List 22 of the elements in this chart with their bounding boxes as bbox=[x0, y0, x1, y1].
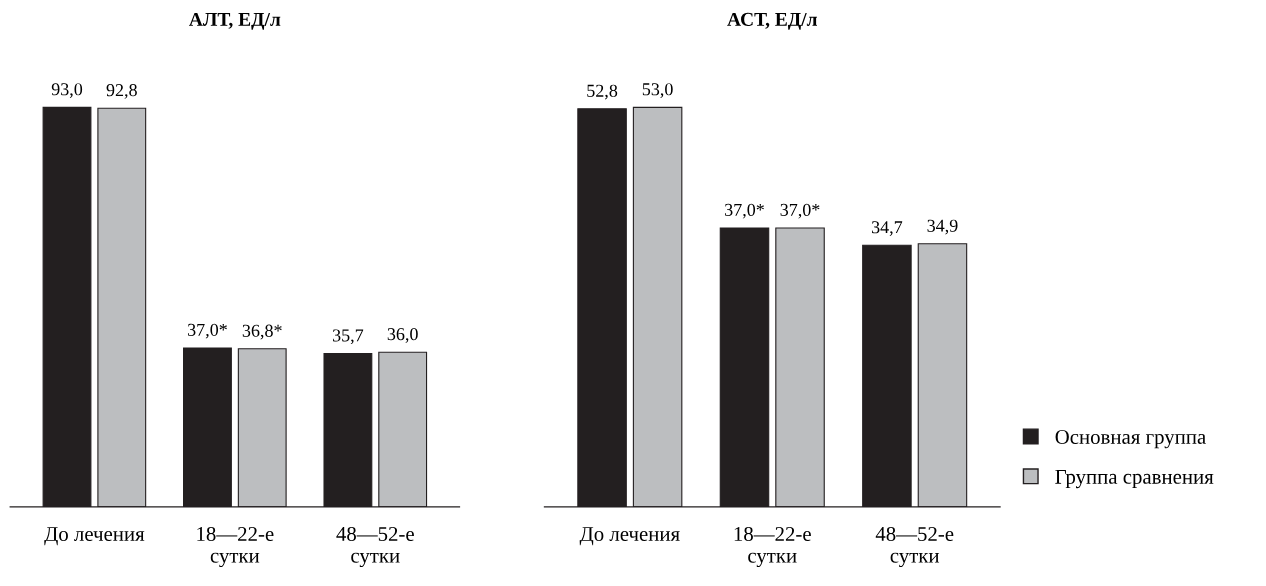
data-label: 52,8 bbox=[587, 84, 618, 100]
x-tick-label: 18—22-е сутки bbox=[734, 526, 811, 568]
x-tick-label: До лечения bbox=[44, 527, 145, 546]
x-tick-label: До лечения bbox=[579, 527, 680, 546]
legend-label: Группа сравнения bbox=[1055, 470, 1214, 489]
data-label: 36,0 bbox=[387, 328, 418, 343]
data-label: 35,7 bbox=[332, 329, 364, 345]
x-tick-label: 18—22-е сутки bbox=[197, 526, 274, 568]
data-label: 37,0* bbox=[780, 203, 820, 219]
x-tick-label: 48—52-е сутки bbox=[875, 526, 954, 568]
data-label: 92,8 bbox=[106, 84, 137, 99]
data-label: 53,0 bbox=[642, 83, 673, 98]
chart-title: АСТ, ЕД/л bbox=[727, 12, 817, 30]
x-tick-label: 48—52-е сутки bbox=[336, 526, 414, 568]
data-label: 36,8* bbox=[242, 324, 282, 340]
chart-title: АЛТ, ЕД/л bbox=[189, 12, 281, 30]
data-label: 37,0* bbox=[188, 323, 227, 339]
data-label: 93,0 bbox=[51, 83, 83, 98]
legend-label: Основная группа bbox=[1055, 429, 1206, 449]
data-label: 34,9 bbox=[927, 219, 958, 235]
data-label: 34,7 bbox=[871, 221, 903, 236]
data-label: 37,0* bbox=[725, 203, 764, 219]
